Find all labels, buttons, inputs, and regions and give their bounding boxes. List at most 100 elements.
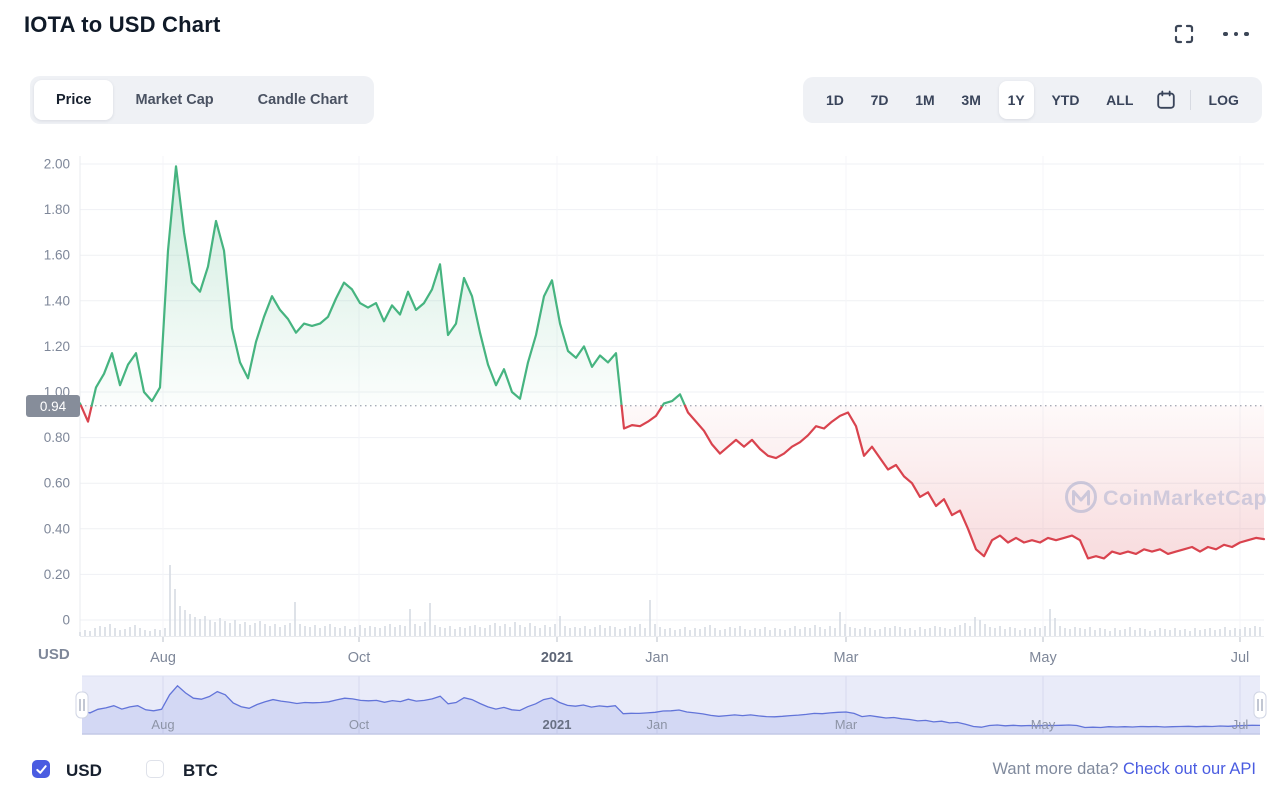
volume-bar: [659, 627, 661, 636]
usd-checkbox[interactable]: [32, 760, 50, 778]
range-ytd[interactable]: YTD: [1042, 81, 1088, 119]
tab-market-cap[interactable]: Market Cap: [113, 80, 235, 120]
price-line-down: [620, 404, 664, 430]
navigator-handle-left[interactable]: [75, 691, 89, 719]
volume-bar: [754, 628, 756, 636]
volume-bar: [769, 630, 771, 636]
navigator-handle-right[interactable]: [1253, 691, 1267, 719]
volume-bar: [824, 629, 826, 636]
volume-bar: [424, 622, 426, 636]
tab-price[interactable]: Price: [34, 80, 114, 120]
volume-bar: [529, 623, 531, 636]
volume-bar: [189, 614, 191, 636]
x-axis-label: Oct: [348, 650, 371, 666]
volume-bar: [794, 626, 796, 636]
volume-bar: [1029, 629, 1031, 636]
volume-bar: [139, 628, 141, 636]
navigator-x-label: Jan: [647, 717, 668, 732]
volume-bar: [684, 627, 686, 636]
volume-bar: [254, 623, 256, 636]
volume-bar: [579, 628, 581, 636]
log-scale-toggle[interactable]: LOG: [1200, 81, 1248, 119]
volume-bar: [179, 606, 181, 636]
volume-bar: [1084, 629, 1086, 636]
volume-bar: [844, 624, 846, 636]
volume-bar: [94, 628, 96, 636]
volume-bar: [889, 628, 891, 636]
volume-bar: [1234, 628, 1236, 636]
volume-bar: [849, 627, 851, 636]
volume-bar: [1159, 628, 1161, 636]
btc-checkbox[interactable]: [146, 760, 164, 778]
navigator-x-label: 2021: [543, 717, 572, 732]
volume-bar: [1034, 627, 1036, 636]
range-7d[interactable]: 7D: [862, 81, 898, 119]
volume-bar: [954, 627, 956, 636]
volume-bar: [874, 630, 876, 636]
fullscreen-button[interactable]: [1166, 18, 1202, 50]
volume-bar: [419, 626, 421, 636]
volume-bar: [1044, 626, 1046, 636]
volume-bar: [1124, 629, 1126, 636]
volume-bar: [129, 627, 131, 636]
volume-bar: [374, 627, 376, 636]
volume-bar: [84, 630, 86, 636]
volume-bar: [689, 630, 691, 636]
more-options-button[interactable]: [1218, 18, 1254, 50]
volume-bar: [244, 622, 246, 636]
volume-bar: [399, 625, 401, 636]
volume-bar: [439, 627, 441, 636]
volume-bar: [544, 625, 546, 636]
volume-bar: [839, 612, 841, 636]
volume-bar: [194, 617, 196, 636]
navigator[interactable]: [82, 676, 1260, 734]
volume-bar: [499, 626, 501, 636]
tab-candle-chart[interactable]: Candle Chart: [236, 80, 370, 120]
range-1y[interactable]: 1Y: [998, 81, 1034, 119]
volume-bar: [1014, 628, 1016, 636]
volume-bar: [1099, 628, 1101, 636]
volume-bar: [394, 627, 396, 636]
date-range-button[interactable]: [1151, 84, 1181, 116]
area-fill: [685, 405, 1264, 559]
volume-bar: [664, 629, 666, 636]
volume-bar: [879, 629, 881, 636]
volume-bar: [89, 631, 91, 636]
volume-bar: [644, 628, 646, 636]
volume-bar: [1209, 628, 1211, 636]
volume-bar: [1129, 627, 1131, 636]
chart-plot-area[interactable]: [80, 156, 1264, 636]
volume-bar: [749, 630, 751, 636]
volume-bar: [389, 624, 391, 636]
current-price-badge: 0.94: [26, 395, 80, 417]
x-axis-label: Jan: [645, 650, 668, 666]
volume-bar: [949, 629, 951, 636]
range-all[interactable]: ALL: [1097, 81, 1142, 119]
range-1d[interactable]: 1D: [817, 81, 853, 119]
area-fill: [91, 166, 622, 406]
volume-bar: [984, 624, 986, 636]
navigator-x-label: May: [1031, 717, 1056, 732]
volume-bar: [464, 628, 466, 636]
volume-bar: [1114, 628, 1116, 636]
volume-bar: [899, 627, 901, 636]
volume-bar: [674, 630, 676, 636]
volume-bar: [404, 626, 406, 636]
volume-bar: [989, 627, 991, 636]
range-3m[interactable]: 3M: [952, 81, 989, 119]
volume-bar: [1019, 630, 1021, 636]
chart-type-tabbar: Price Market Cap Candle Chart: [30, 76, 374, 124]
volume-bar: [409, 609, 411, 636]
volume-bar: [1189, 631, 1191, 636]
volume-bar: [204, 616, 206, 636]
volume-bar: [234, 620, 236, 636]
volume-bar: [479, 627, 481, 636]
volume-bar: [494, 623, 496, 636]
y-axis-label: 1.40: [44, 293, 70, 308]
range-1m[interactable]: 1M: [906, 81, 943, 119]
api-link[interactable]: Check out our API: [1123, 760, 1256, 778]
volume-bar: [1194, 628, 1196, 636]
volume-bar: [219, 618, 221, 636]
volume-bar: [379, 628, 381, 636]
